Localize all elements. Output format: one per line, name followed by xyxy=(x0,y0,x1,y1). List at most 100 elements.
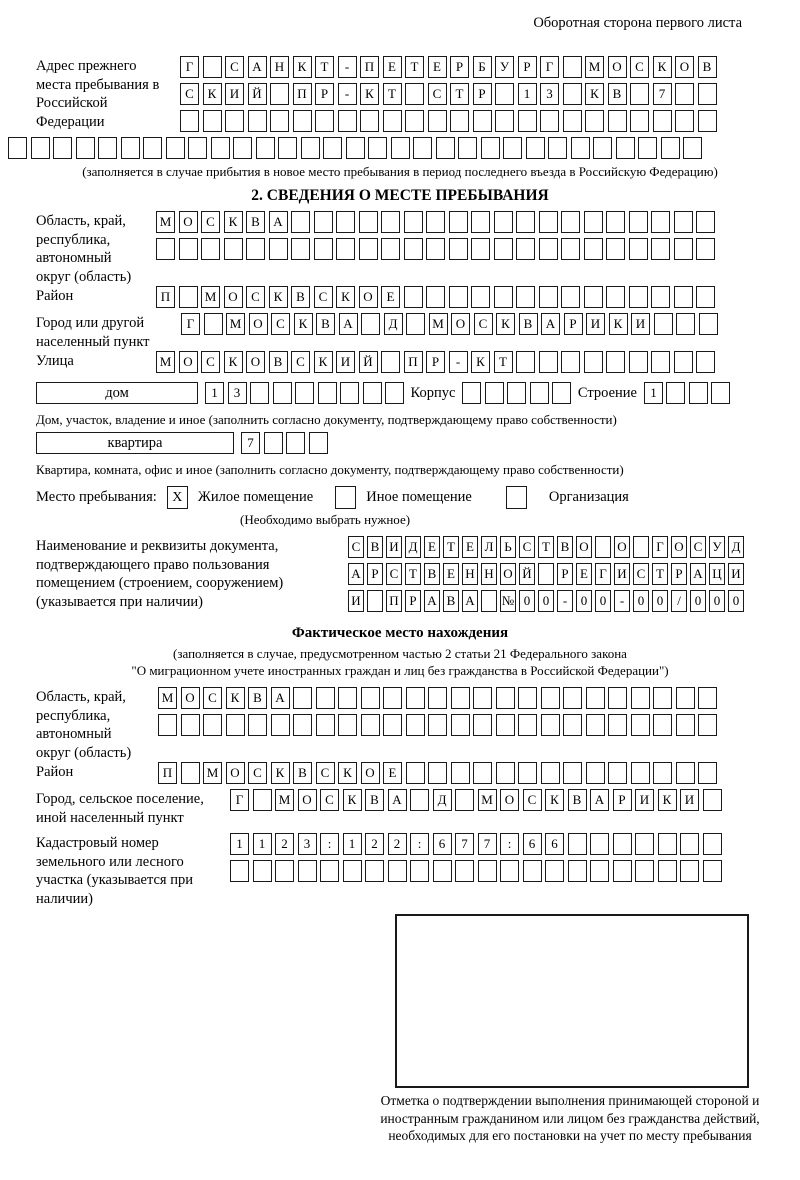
form-cell[interactable] xyxy=(360,714,380,736)
form-cell[interactable]: - xyxy=(337,83,357,105)
form-cell[interactable] xyxy=(450,687,470,709)
form-cell[interactable]: О xyxy=(500,789,519,811)
form-cell[interactable]: О xyxy=(246,351,265,373)
form-cell[interactable] xyxy=(381,351,400,373)
form-cell[interactable] xyxy=(477,860,497,882)
form-cell[interactable] xyxy=(315,714,335,736)
form-cell[interactable] xyxy=(562,56,582,78)
form-cell[interactable] xyxy=(203,714,222,736)
form-cell[interactable]: И xyxy=(635,789,654,811)
form-cell[interactable]: Р xyxy=(450,56,469,78)
form-cell[interactable] xyxy=(223,238,243,260)
form-cell[interactable]: К xyxy=(342,789,362,811)
form-cell[interactable] xyxy=(358,211,378,233)
form-cell[interactable] xyxy=(500,860,519,882)
form-cell[interactable]: - xyxy=(557,590,573,612)
form-cell[interactable]: К xyxy=(360,83,379,105)
form-cell[interactable] xyxy=(495,687,515,709)
form-cell[interactable] xyxy=(563,714,582,736)
form-cell[interactable] xyxy=(657,860,677,882)
form-cell[interactable]: О xyxy=(178,351,198,373)
form-cell[interactable]: И xyxy=(348,590,364,612)
form-cell[interactable] xyxy=(403,286,423,308)
form-cell[interactable] xyxy=(315,687,335,709)
form-cell[interactable]: К xyxy=(496,313,515,335)
form-cell[interactable]: Г xyxy=(181,313,200,335)
form-cell[interactable] xyxy=(503,137,522,159)
form-cell[interactable]: К xyxy=(545,789,564,811)
form-cell[interactable] xyxy=(651,238,670,260)
form-cell[interactable] xyxy=(362,382,382,404)
form-cell[interactable] xyxy=(675,762,695,784)
form-cell[interactable] xyxy=(552,382,572,404)
form-cell[interactable] xyxy=(180,110,199,132)
form-cell[interactable]: Г xyxy=(230,789,249,811)
form-cell[interactable] xyxy=(387,860,407,882)
form-cell[interactable] xyxy=(448,286,468,308)
form-cell[interactable] xyxy=(673,238,693,260)
checkbox-other-premises[interactable] xyxy=(335,486,357,509)
form-cell[interactable] xyxy=(590,860,609,882)
form-cell[interactable] xyxy=(583,286,603,308)
form-cell[interactable]: К xyxy=(225,687,245,709)
form-cell[interactable]: Г xyxy=(180,56,199,78)
form-cell[interactable] xyxy=(567,860,587,882)
form-cell[interactable] xyxy=(471,286,490,308)
form-cell[interactable] xyxy=(450,110,469,132)
form-cell[interactable]: А xyxy=(270,687,290,709)
form-cell[interactable] xyxy=(410,860,429,882)
form-cell[interactable] xyxy=(516,351,535,373)
form-cell[interactable] xyxy=(673,211,693,233)
form-cell[interactable]: С xyxy=(225,56,244,78)
form-cell[interactable]: 2 xyxy=(275,833,294,855)
form-cell[interactable] xyxy=(529,382,549,404)
form-cell[interactable]: Р xyxy=(405,590,421,612)
form-cell[interactable] xyxy=(178,238,198,260)
form-cell[interactable] xyxy=(297,860,317,882)
form-cell[interactable] xyxy=(317,382,337,404)
form-cell[interactable]: В xyxy=(367,536,383,558)
form-cell[interactable] xyxy=(612,860,632,882)
form-cell[interactable]: С xyxy=(313,286,333,308)
form-cell[interactable]: О xyxy=(225,762,245,784)
form-cell[interactable] xyxy=(495,714,515,736)
form-cell[interactable] xyxy=(473,762,492,784)
form-cell[interactable]: Б xyxy=(472,56,492,78)
form-cell[interactable] xyxy=(675,687,695,709)
form-cell[interactable]: 3 xyxy=(227,382,247,404)
form-cell[interactable]: Ц xyxy=(709,563,725,585)
form-cell[interactable] xyxy=(250,382,269,404)
form-cell[interactable] xyxy=(518,687,537,709)
form-cell[interactable] xyxy=(653,714,672,736)
form-cell[interactable]: П xyxy=(292,83,312,105)
form-cell[interactable] xyxy=(635,833,654,855)
form-cell[interactable]: Д xyxy=(728,536,744,558)
form-cell[interactable]: В xyxy=(607,83,627,105)
form-cell[interactable]: С xyxy=(320,789,339,811)
form-cell[interactable] xyxy=(143,137,162,159)
form-cell[interactable] xyxy=(323,137,342,159)
form-cell[interactable]: А xyxy=(247,56,267,78)
form-cell[interactable] xyxy=(403,211,423,233)
form-cell[interactable] xyxy=(652,110,672,132)
form-cell[interactable] xyxy=(156,238,175,260)
form-cell[interactable] xyxy=(313,211,333,233)
form-cell[interactable] xyxy=(292,110,312,132)
form-cell[interactable] xyxy=(608,687,627,709)
form-cell[interactable] xyxy=(653,687,672,709)
form-cell[interactable] xyxy=(410,789,429,811)
form-cell[interactable] xyxy=(178,286,198,308)
form-cell[interactable]: А xyxy=(690,563,706,585)
form-cell[interactable] xyxy=(538,238,558,260)
form-cell[interactable] xyxy=(540,714,560,736)
form-cell[interactable] xyxy=(696,286,715,308)
form-cell[interactable] xyxy=(427,110,447,132)
form-cell[interactable]: - xyxy=(337,56,357,78)
form-cell[interactable] xyxy=(516,211,535,233)
form-cell[interactable]: Р xyxy=(426,351,445,373)
form-cell[interactable] xyxy=(697,83,717,105)
form-cell[interactable]: Е xyxy=(383,762,402,784)
form-cell[interactable] xyxy=(696,351,715,373)
form-cell[interactable] xyxy=(585,110,604,132)
form-cell[interactable] xyxy=(383,714,402,736)
